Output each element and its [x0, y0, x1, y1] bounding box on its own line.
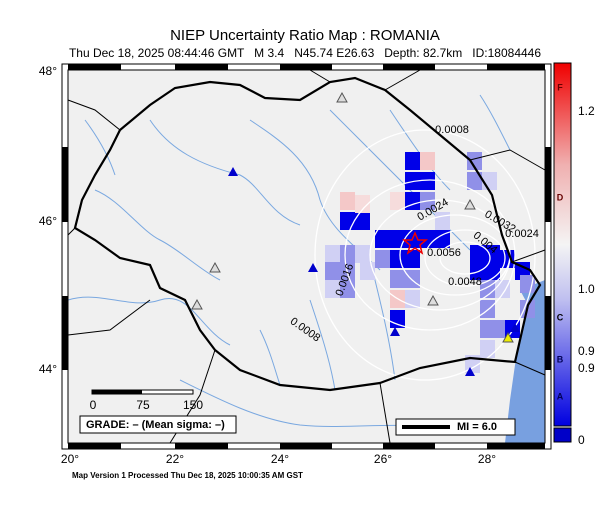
cell	[405, 290, 420, 308]
cell	[340, 245, 355, 263]
grade-letter: A	[557, 391, 564, 401]
cell	[470, 262, 485, 280]
lon-label: 20°	[61, 452, 79, 466]
scale-bar: 0 75 150	[90, 389, 203, 412]
cell	[485, 245, 500, 263]
frame-band	[545, 296, 551, 370]
map-frame: 0.0008 0.0024 0.0032 0.004 0.0024 0.0056…	[61, 63, 552, 450]
cell	[405, 270, 420, 288]
cell	[420, 152, 435, 170]
mi-label: MI = 6.0	[457, 421, 497, 433]
cell	[340, 192, 355, 210]
lon-label: 26°	[374, 452, 392, 466]
lat-label: 48°	[39, 64, 57, 78]
cell	[355, 195, 370, 213]
cell	[390, 250, 405, 268]
footer: Map Version 1 Processed Thu Dec 18, 2025…	[72, 471, 303, 480]
lat-label: 46°	[39, 214, 57, 228]
lon-label: 22°	[166, 452, 184, 466]
scale-label: 0	[90, 398, 97, 412]
cell	[375, 250, 390, 268]
cell	[420, 172, 435, 190]
cell	[325, 262, 340, 280]
lon-label: 24°	[271, 452, 289, 466]
cell	[325, 245, 340, 263]
colorbar-label: 0	[578, 433, 585, 447]
frame-band	[280, 64, 332, 70]
frame-band	[61, 63, 552, 450]
grade-letter: F	[557, 82, 563, 92]
contour-label: 0.0024	[505, 228, 539, 240]
frame-band	[175, 64, 228, 70]
cell	[325, 280, 340, 298]
grade-box	[79, 415, 237, 434]
cell	[480, 300, 495, 318]
cell	[405, 152, 420, 170]
frame-band	[383, 64, 435, 70]
grade: GRADE: – (Mean sigma: –)	[86, 419, 225, 431]
cell	[390, 270, 405, 288]
grade-letter: C	[557, 312, 564, 322]
contour-label: 0.0056	[427, 247, 461, 259]
frame-band	[487, 64, 545, 70]
colorbar-label: 0.9	[578, 344, 595, 358]
cell	[467, 172, 482, 190]
sea	[505, 280, 545, 443]
stations	[191, 91, 520, 376]
colorbar-zero	[553, 427, 572, 443]
colorbar	[553, 62, 572, 427]
cell	[355, 212, 370, 230]
frame-band	[68, 64, 121, 70]
lon-label: 28°	[478, 452, 496, 466]
mi-box	[395, 418, 516, 436]
cell	[355, 245, 370, 263]
lat-label: 44°	[39, 362, 57, 376]
cell	[390, 310, 405, 328]
cell	[340, 212, 355, 230]
epicenter	[401, 231, 429, 255]
frame-band	[545, 147, 551, 222]
cell	[405, 250, 420, 268]
cell	[435, 230, 450, 248]
contour-label: 0.0008	[435, 124, 469, 136]
contours	[314, 129, 536, 381]
grade-letter: D	[557, 192, 564, 202]
cell	[390, 192, 405, 210]
cell	[405, 192, 420, 210]
cell	[390, 230, 405, 248]
colorbar-label: 1.0	[578, 282, 595, 296]
subtitle: Thu Dec 18, 2025 08:44:46 GMT M 3.4 N45.…	[69, 46, 541, 60]
frame-band	[383, 443, 435, 449]
borders	[67, 69, 546, 444]
cell	[480, 320, 495, 338]
frame-band	[280, 443, 332, 449]
frame-band	[62, 296, 68, 370]
frame-ticks	[61, 63, 552, 450]
frame-band	[62, 147, 68, 222]
cell	[375, 230, 390, 248]
scale-label: 150	[183, 398, 203, 412]
contour-label: 0.0048	[448, 276, 482, 288]
cell	[480, 340, 495, 358]
rivers	[67, 94, 511, 431]
title: NIEP Uncertainty Ratio Map : ROMANIA	[170, 27, 440, 44]
frame-band	[68, 443, 121, 449]
cell	[470, 245, 485, 263]
cell	[420, 230, 435, 248]
colorbar-label: 0.9	[578, 361, 595, 375]
frame-band	[175, 443, 228, 449]
colorbar-label: 1.2	[578, 104, 595, 118]
frame-band	[487, 443, 545, 449]
cell	[467, 152, 482, 170]
map-background	[68, 70, 545, 443]
grade-letter: B	[557, 354, 564, 364]
scale-label: 75	[136, 398, 150, 412]
